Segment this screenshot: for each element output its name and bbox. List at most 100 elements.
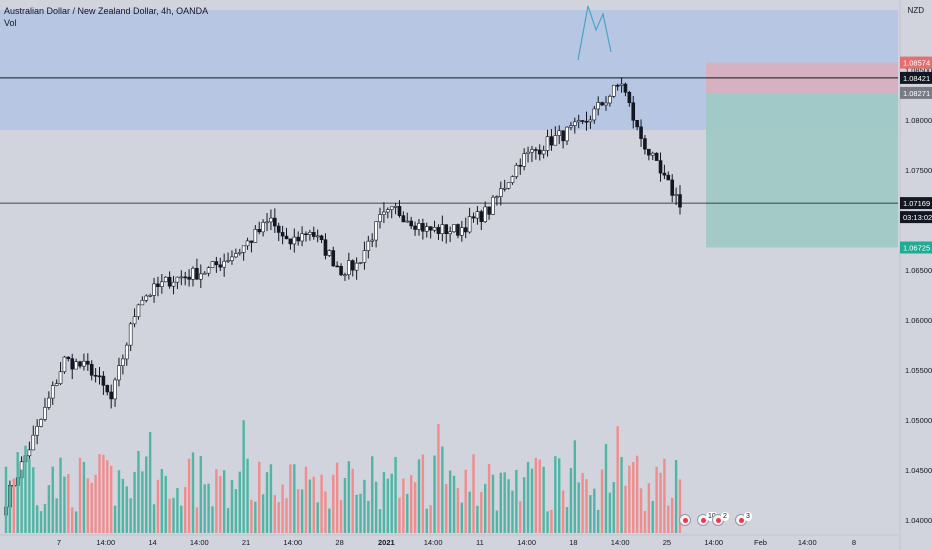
event-badge[interactable]: 10 <box>697 512 718 526</box>
volume-bar <box>585 479 588 533</box>
volume-bar <box>67 474 70 533</box>
candle-body <box>604 102 608 106</box>
time-tick: 14:00 <box>611 538 630 547</box>
event-badge[interactable]: 3 <box>735 512 752 526</box>
volume-bar <box>441 446 444 533</box>
candle-body <box>553 135 558 146</box>
volume-bar <box>180 505 183 533</box>
candle-body <box>327 250 332 256</box>
volume-bar <box>343 478 347 533</box>
candle-body <box>522 153 526 167</box>
candle-body <box>608 96 612 104</box>
volume-bar <box>332 474 335 533</box>
candle-body <box>627 91 632 104</box>
volume-bar <box>238 471 241 533</box>
volume-bar <box>195 507 199 533</box>
price-tick: 1.06000 <box>905 316 932 325</box>
candle-body <box>580 120 585 122</box>
candle-body <box>276 225 281 233</box>
volume-bar <box>191 452 195 533</box>
price-axis: 1.04000 1.04500 1.05000 1.05500 1.06000 1.065… <box>899 0 932 550</box>
candle-body <box>631 102 636 121</box>
volume-bar <box>145 456 148 533</box>
event-badge[interactable]: 2 <box>712 512 729 526</box>
volume-bar <box>390 473 393 533</box>
candle-body <box>448 231 452 235</box>
volume-bar <box>39 511 43 533</box>
price-tick: 1.04500 <box>905 466 932 475</box>
volume-bar <box>561 490 565 533</box>
volume-bar <box>24 445 27 533</box>
time-tick: 2021 <box>378 538 395 547</box>
candle-body <box>421 223 425 232</box>
candles <box>4 77 682 521</box>
volume-bar <box>8 485 12 533</box>
volume-bar <box>35 505 39 533</box>
candle-body <box>541 150 546 155</box>
candle-body <box>191 267 195 280</box>
candle-body <box>639 126 643 139</box>
candle-body <box>654 152 659 161</box>
volume-bar <box>445 483 448 533</box>
volume-bar <box>460 502 464 533</box>
volume-bar <box>593 488 596 533</box>
volume-bar <box>28 458 31 533</box>
volume-bar <box>203 484 206 533</box>
volume-bar <box>487 463 491 533</box>
candle-body <box>647 148 651 156</box>
candle-body <box>417 223 421 230</box>
volume-bar <box>347 461 351 533</box>
volume-bar <box>187 458 191 533</box>
volume-bar <box>141 471 144 533</box>
candle-body <box>156 283 160 287</box>
volume-bar <box>328 508 331 533</box>
candle-body <box>424 226 429 232</box>
candle-body <box>206 267 211 274</box>
volume-bar <box>117 470 121 533</box>
volume-bar <box>4 466 8 533</box>
candle-body <box>265 221 269 224</box>
candle-body <box>241 245 246 253</box>
candle-body <box>483 206 488 223</box>
time-tick: 11 <box>476 538 484 547</box>
symbol-title[interactable]: Australian Dollar / New Zealand Dollar, … <box>4 6 209 16</box>
candle-body <box>592 108 597 121</box>
candle-body <box>456 224 460 236</box>
volume-bar <box>433 455 436 533</box>
volume-bar <box>32 467 35 533</box>
event-badge[interactable] <box>679 514 691 526</box>
price-tick: 1.05000 <box>905 416 932 425</box>
volume-bar <box>300 489 304 533</box>
volume-bar <box>211 506 214 533</box>
candle-body <box>615 84 620 87</box>
candle-body <box>370 239 375 242</box>
volume-bar <box>351 468 354 533</box>
candle-body <box>214 261 219 266</box>
volume-bar <box>222 470 226 533</box>
volume-bar <box>285 498 288 533</box>
countdown-box <box>900 211 932 224</box>
time-tick: 14:00 <box>96 538 115 547</box>
candle-body <box>393 206 398 208</box>
volume-bar <box>63 476 66 533</box>
volume-bar <box>74 511 78 533</box>
candle-body <box>319 235 324 241</box>
volume-bar <box>464 469 467 533</box>
candle-body <box>339 266 343 276</box>
price-label-box <box>900 241 932 254</box>
volume-bar <box>109 465 113 533</box>
candle-body <box>584 120 589 123</box>
volume-bar <box>480 492 483 533</box>
time-tick: 25 <box>663 538 671 547</box>
time-tick: 18 <box>569 538 577 547</box>
volume-bar <box>503 472 506 533</box>
volume-bar <box>152 504 156 533</box>
candle-body <box>175 276 180 283</box>
volume-bar <box>647 483 651 533</box>
volume-bar <box>199 455 202 533</box>
candle-body <box>498 188 503 197</box>
volume-bar <box>184 486 187 533</box>
volume-bar <box>219 475 222 533</box>
volume-legend[interactable]: Vol <box>4 18 17 28</box>
